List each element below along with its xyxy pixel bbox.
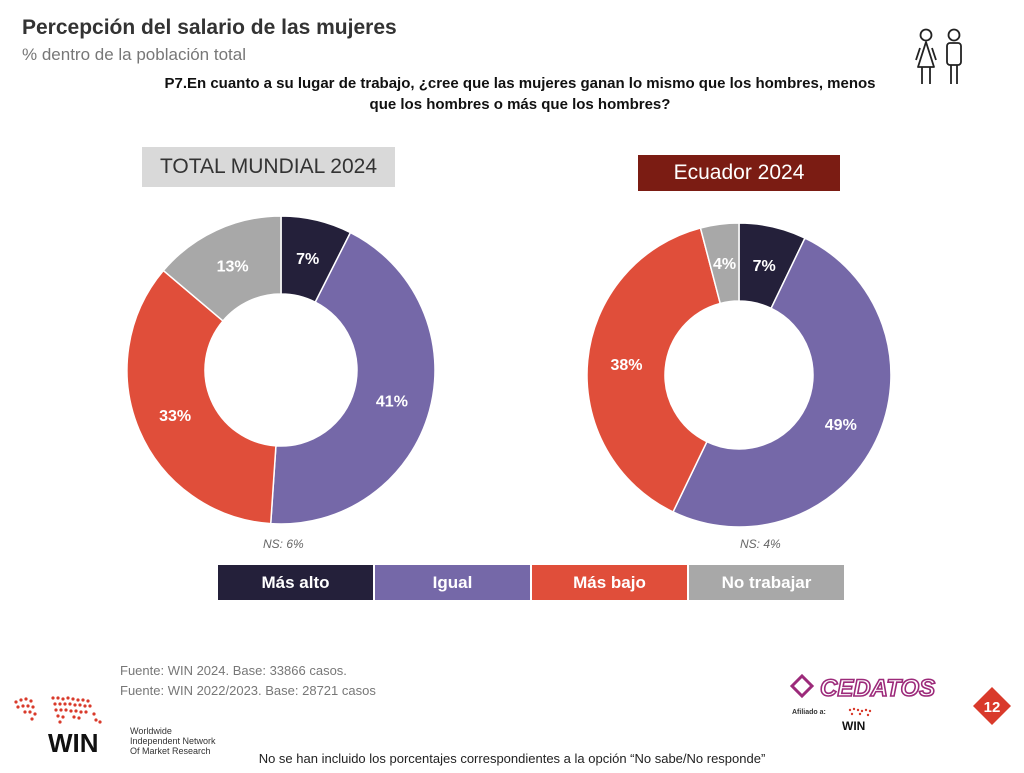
page-subtitle: % dentro de la población total <box>22 45 246 64</box>
label-total-mas-bajo: 33% <box>159 408 191 425</box>
slice-ecuador-no-trabajar <box>699 222 740 305</box>
win-brand-text: WIN <box>48 728 99 758</box>
cedatos-brand-text: CEDATOS <box>820 675 935 702</box>
cedatos-affiliate-text: Afiliado a: <box>792 709 826 716</box>
win-logo: WIN Worldwide Independent Network Of Mar… <box>14 696 216 758</box>
cedatos-logo: CEDATOS Afiliado a: WIN <box>789 673 936 733</box>
label-ecuador-igual: 49% <box>825 417 857 434</box>
win-tagline-3: Of Market Research <box>130 746 211 756</box>
question-line-2: que los hombres o más que los hombres? <box>369 96 671 113</box>
win-tagline-1: Worldwide <box>130 726 172 736</box>
source-line-2: Fuente: WIN 2022/2023. Base: 28721 casos <box>120 683 376 698</box>
slice-ecuador-mas-bajo <box>586 227 722 513</box>
page-number: 12 <box>984 699 1001 716</box>
label-ecuador-mas-bajo: 38% <box>611 357 643 374</box>
slice-total-no-trabajar <box>162 215 282 322</box>
source-line-1: Fuente: WIN 2024. Base: 33866 casos. <box>120 663 347 678</box>
label-total-igual: 41% <box>376 393 408 410</box>
man-woman-icon <box>915 28 962 84</box>
chart-title-total: TOTAL MUNDIAL 2024 <box>142 147 395 187</box>
chart-title-ecuador: Ecuador 2024 <box>638 155 840 191</box>
legend-igual: Igual <box>375 565 530 600</box>
page-number-badge: 12 <box>973 687 1011 725</box>
label-total-mas-alto: 7% <box>296 251 319 268</box>
question-text: P7.En cuanto a su lugar de trabajo, ¿cre… <box>140 73 900 115</box>
label-total-no-trabajar: 13% <box>217 259 249 276</box>
legend-mas-bajo: Más bajo <box>532 565 687 600</box>
ns-note-ecuador: NS: 4% <box>740 537 781 551</box>
slice-total-igual <box>269 231 436 525</box>
legend-no-trabajar: No trabajar <box>689 565 844 600</box>
ns-note-total: NS: 6% <box>263 537 304 551</box>
win-tagline-2: Independent Network <box>130 736 216 746</box>
legend-mas-alto: Más alto <box>218 565 373 600</box>
page-title: Percepción del salario de las mujeres <box>22 16 397 39</box>
label-ecuador-mas-alto: 7% <box>753 258 776 275</box>
legend: Más alto Igual Más bajo No trabajar <box>218 565 844 600</box>
label-ecuador-no-trabajar: 4% <box>713 256 736 273</box>
footnote: No se han incluido los porcentajes corre… <box>258 751 766 766</box>
cedatos-win-text: WIN <box>842 719 865 733</box>
question-line-1: P7.En cuanto a su lugar de trabajo, ¿cre… <box>164 75 876 92</box>
slice-ecuador-igual <box>672 237 892 528</box>
slice-total-mas-bajo <box>126 269 277 525</box>
